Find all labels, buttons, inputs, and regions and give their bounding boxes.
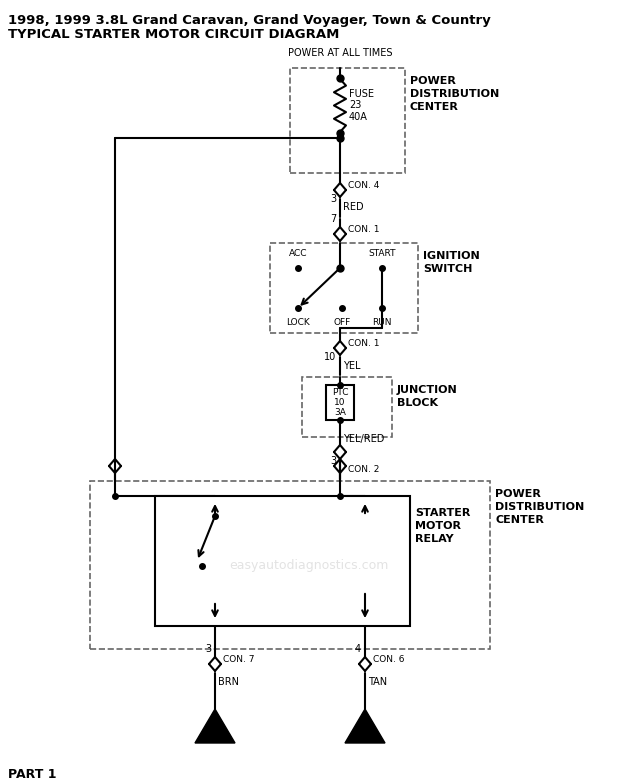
Text: OFF: OFF (333, 318, 350, 327)
Text: LOCK: LOCK (286, 318, 310, 327)
Polygon shape (345, 709, 385, 743)
Bar (270, 243, 418, 333)
Text: DISTRIBUTION: DISTRIBUTION (495, 502, 584, 512)
Text: CON. 6: CON. 6 (373, 654, 405, 664)
Text: 10: 10 (324, 352, 336, 362)
Text: JUNCTION: JUNCTION (397, 385, 458, 395)
Text: IGNITION: IGNITION (423, 251, 480, 261)
Text: 3: 3 (330, 456, 336, 466)
Text: CON. 4: CON. 4 (348, 180, 379, 190)
Text: 7: 7 (330, 214, 336, 224)
Polygon shape (195, 709, 235, 743)
Text: TYPICAL STARTER MOTOR CIRCUIT DIAGRAM: TYPICAL STARTER MOTOR CIRCUIT DIAGRAM (8, 28, 339, 41)
Text: RED: RED (343, 202, 363, 212)
Text: CON. 1: CON. 1 (348, 339, 379, 348)
Text: YEL: YEL (343, 361, 360, 371)
Text: RELAY: RELAY (415, 534, 454, 544)
Text: MOTOR: MOTOR (415, 521, 461, 531)
Text: BRN: BRN (218, 677, 239, 687)
Text: 3: 3 (330, 194, 336, 204)
Text: TAN: TAN (368, 677, 387, 687)
Bar (90, 481, 490, 649)
Text: A: A (211, 721, 219, 731)
Text: CON. 7: CON. 7 (223, 654, 255, 664)
Bar (290, 68, 405, 173)
Bar (302, 377, 392, 437)
Text: FUSE
23
40A: FUSE 23 40A (349, 89, 374, 122)
Bar (155, 496, 410, 626)
Text: CENTER: CENTER (410, 102, 459, 112)
Text: PTC
10
3A: PTC 10 3A (332, 388, 349, 417)
Text: BLOCK: BLOCK (397, 398, 438, 408)
Text: B: B (361, 721, 369, 731)
Text: CON. 2: CON. 2 (348, 465, 379, 473)
Text: 1998, 1999 3.8L Grand Caravan, Grand Voyager, Town & Country: 1998, 1999 3.8L Grand Caravan, Grand Voy… (8, 14, 491, 27)
Text: PART 1: PART 1 (8, 768, 56, 780)
Text: 3: 3 (205, 644, 211, 654)
Text: POWER: POWER (410, 76, 456, 86)
Text: YEL/RED: YEL/RED (343, 434, 384, 444)
Text: 4: 4 (355, 644, 361, 654)
Text: POWER: POWER (495, 489, 541, 499)
Text: CON. 1: CON. 1 (348, 225, 379, 233)
Text: DISTRIBUTION: DISTRIBUTION (410, 89, 499, 99)
Text: CENTER: CENTER (495, 515, 544, 525)
Text: RUN: RUN (372, 318, 392, 327)
Text: ACC: ACC (289, 249, 307, 258)
Text: easyautodiagnostics.com: easyautodiagnostics.com (229, 558, 389, 572)
Text: SWITCH: SWITCH (423, 264, 472, 274)
Text: START: START (368, 249, 396, 258)
Text: STARTER: STARTER (415, 508, 470, 518)
Bar (326, 385, 354, 420)
Text: POWER AT ALL TIMES: POWER AT ALL TIMES (288, 48, 392, 58)
